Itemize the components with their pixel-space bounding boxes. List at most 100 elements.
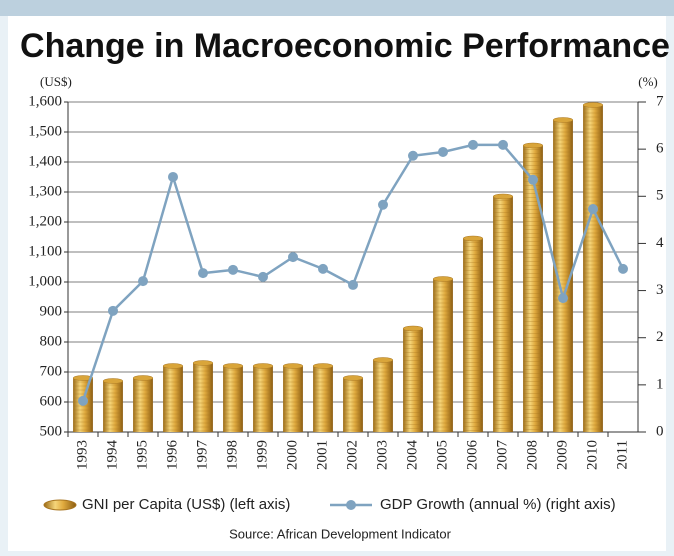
y-tick-label: 1,100: [28, 243, 62, 259]
bar-top: [162, 363, 184, 369]
point: [288, 252, 298, 263]
x-tick-label: 2011: [614, 440, 630, 469]
bar-top: [72, 375, 94, 381]
legend-label: GNI per Capita (US$) (left axis): [82, 496, 290, 513]
bar: [252, 363, 274, 432]
bar-body: [163, 366, 183, 432]
bar-body: [253, 366, 273, 432]
bar-top: [552, 117, 574, 123]
bar: [372, 357, 394, 432]
bar-body: [343, 378, 363, 432]
bar: [312, 363, 334, 432]
bar: [222, 363, 244, 432]
bar: [462, 235, 484, 432]
bar-top: [582, 102, 604, 108]
y-tick-label: 1,300: [28, 183, 62, 199]
x-tick-label: 2010: [584, 440, 600, 470]
point: [618, 263, 628, 274]
bar: [432, 276, 454, 432]
bar-body: [193, 363, 213, 432]
bar-top: [252, 363, 274, 369]
bar-body: [583, 105, 603, 432]
bar-body: [283, 366, 303, 432]
x-tick-label: 2007: [494, 440, 510, 471]
bar-top: [402, 325, 424, 332]
x-tick-label: 1994: [104, 440, 120, 471]
y-tick-label: 1,200: [28, 213, 62, 229]
x-tick-label: 2005: [434, 440, 450, 470]
y-tick-label: 800: [40, 333, 63, 349]
x-tick-label: 1993: [74, 440, 90, 470]
bar-top: [462, 235, 484, 242]
point: [78, 395, 88, 406]
y-tick-label: 1,600: [28, 93, 62, 109]
bar-body: [313, 366, 333, 432]
bar: [402, 325, 424, 432]
x-tick-label: 2001: [314, 440, 330, 470]
x-tick-label: 2003: [374, 440, 390, 470]
bar: [192, 360, 214, 432]
x-tick-label: 2009: [554, 440, 570, 470]
y-tick-label: 900: [40, 303, 63, 319]
y2-tick-label: 4: [656, 235, 664, 251]
y-tick-label: 500: [40, 423, 63, 439]
y-tick-label: 1,500: [28, 123, 62, 139]
bar: [522, 142, 544, 432]
x-tick-label: 2006: [464, 440, 480, 471]
y2-tick-label: 0: [656, 423, 664, 439]
y2-unit: (%): [638, 74, 658, 89]
bar-top: [132, 375, 154, 381]
x-tick-label: 1999: [254, 440, 270, 470]
bar-top: [192, 360, 214, 366]
point: [378, 199, 388, 210]
bar-top: [492, 193, 514, 200]
bar-top: [312, 363, 334, 369]
point: [198, 268, 208, 279]
y-tick-label: 1,400: [28, 153, 62, 169]
point: [498, 139, 508, 150]
y-tick-label: 1,000: [28, 273, 62, 289]
bar-top: [432, 276, 454, 282]
legend-swatch: [43, 499, 77, 511]
y2-tick-label: 6: [656, 141, 664, 157]
x-tick-label: 1995: [134, 440, 150, 470]
point: [258, 271, 268, 282]
bar: [582, 102, 604, 432]
bar-body: [493, 196, 513, 432]
bar: [342, 375, 364, 432]
x-tick-label: 2002: [344, 440, 360, 470]
bar-top: [222, 363, 244, 369]
bar-body: [523, 145, 543, 432]
x-tick-label: 2000: [284, 440, 300, 470]
point: [138, 276, 148, 287]
bar-body: [133, 378, 153, 432]
point: [108, 305, 118, 316]
x-tick-label: 2008: [524, 440, 540, 470]
bar-top: [372, 357, 394, 363]
top-band: [0, 0, 674, 16]
y-tick-label: 700: [40, 363, 63, 379]
point: [318, 263, 328, 274]
bar: [282, 363, 304, 432]
bar: [492, 193, 514, 432]
legend-swatch: [346, 500, 356, 510]
bar-top: [102, 378, 124, 384]
source: Source: African Development Indicator: [229, 526, 452, 541]
point: [228, 264, 238, 275]
bar: [132, 375, 154, 432]
bar: [102, 378, 124, 432]
x-tick-label: 1996: [164, 440, 180, 471]
chart-title: Change in Macroeconomic Performance: [20, 27, 670, 65]
y-tick-label: 600: [40, 393, 63, 409]
x-tick-label: 1998: [224, 440, 240, 470]
bar: [552, 117, 574, 432]
y2-tick-label: 7: [656, 93, 664, 109]
legend-label: GDP Growth (annual %) (right axis): [380, 496, 616, 513]
bar-top: [522, 142, 544, 149]
point: [528, 174, 538, 185]
bar: [162, 363, 184, 432]
x-tick-label: 2004: [404, 440, 420, 471]
point: [468, 139, 478, 150]
